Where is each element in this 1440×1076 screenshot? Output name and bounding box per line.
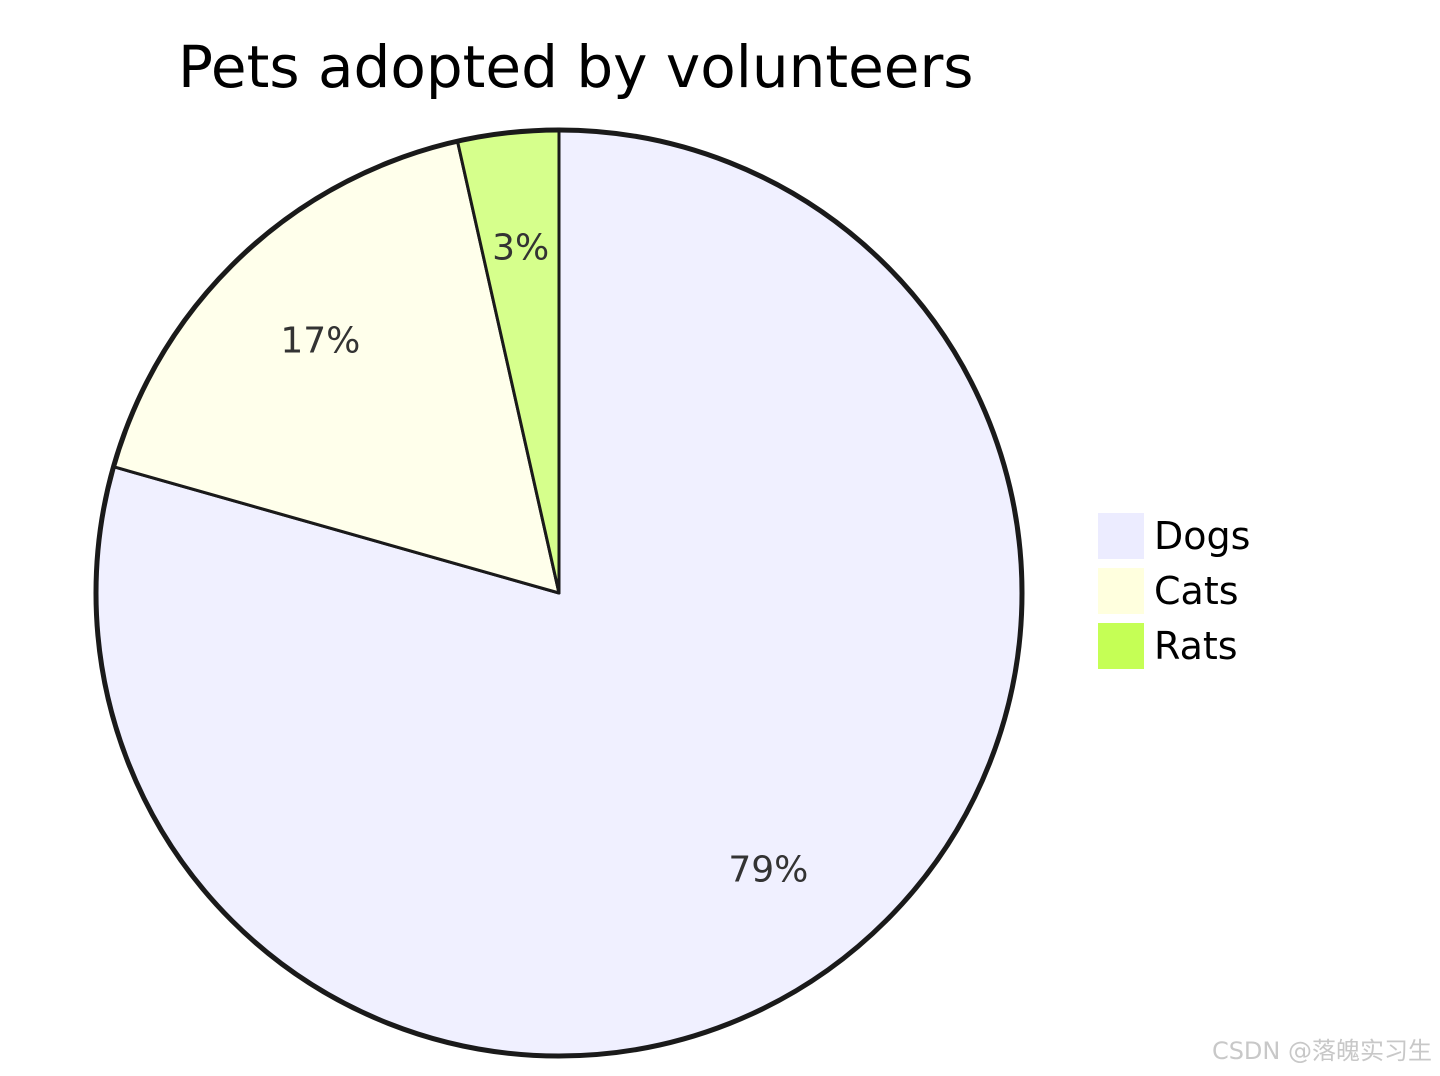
legend-item-rats: Rats	[1098, 618, 1250, 673]
legend-label-dogs: Dogs	[1154, 513, 1251, 558]
slice-label-rats: 3%	[492, 227, 549, 268]
legend-item-dogs: Dogs	[1098, 508, 1250, 563]
legend-label-rats: Rats	[1154, 623, 1238, 668]
legend-swatch-cats	[1098, 567, 1144, 614]
legend-swatch-dogs	[1098, 512, 1144, 559]
slice-label-dogs: 79%	[728, 850, 808, 891]
legend-swatch-rats	[1098, 622, 1144, 669]
chart-title: Pets adopted by volunteers	[178, 33, 974, 101]
legend-label-cats: Cats	[1154, 568, 1239, 613]
legend: Dogs Cats Rats	[1098, 508, 1250, 673]
slice-label-cats: 17%	[280, 320, 360, 361]
pie-slices	[94, 128, 1024, 1058]
pie-outline	[93, 127, 1025, 1059]
legend-item-cats: Cats	[1098, 563, 1250, 618]
watermark: CSDN @落魄实习生	[1211, 1037, 1432, 1065]
pie-labels: 79% 17% 3%	[280, 227, 808, 890]
